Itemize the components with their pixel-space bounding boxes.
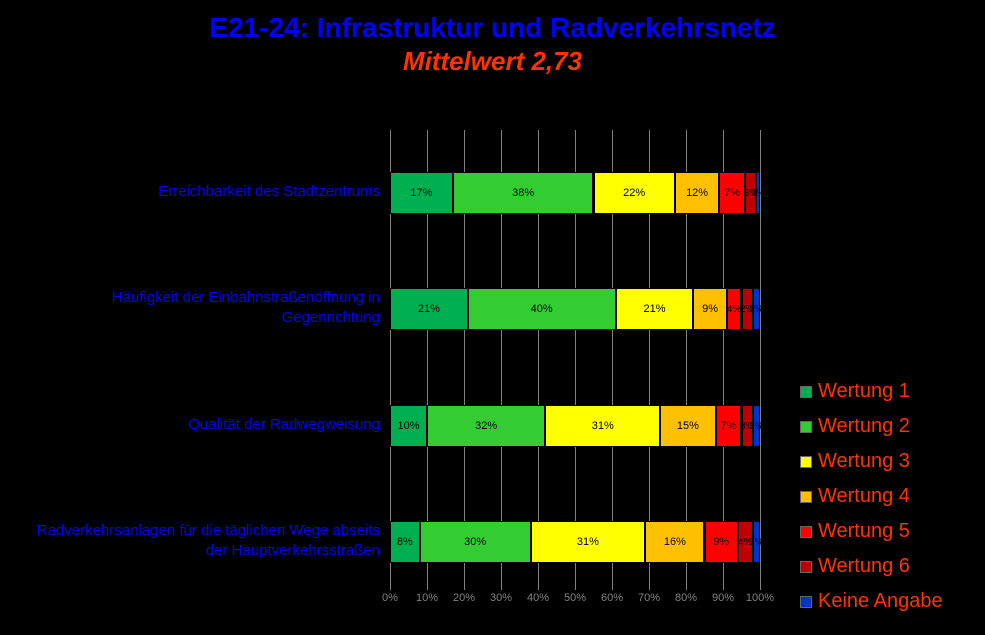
bar-segment: 9% [705,521,738,563]
legend-label: Wertung 6 [818,555,910,578]
x-tick-label: 90% [712,592,734,604]
bar-segment: 38% [453,172,594,214]
x-tick-label: 80% [675,592,697,604]
x-tick-label: 100% [746,592,774,604]
x-tick-label: 0% [382,592,398,604]
chart-area: 17%38%22%12%7%3%2%21%40%21%9%4%2%2%10%32… [0,130,985,610]
bar-segment: 31% [545,405,660,447]
x-axis: 0%10%20%30%40%50%60%70%80%90%100% [390,592,760,612]
grid-line [760,130,761,590]
bar-segment: 2% [753,405,760,447]
legend-label: Keine Angabe [818,590,943,613]
bar-segment: 10% [390,405,427,447]
legend-swatch [800,386,812,398]
bar-value-label: 2% [749,304,763,315]
legend-swatch [800,491,812,503]
legend-swatch [800,456,812,468]
legend-label: Wertung 1 [818,380,910,403]
x-tick-label: 60% [601,592,623,604]
legend-swatch [800,596,812,608]
legend-item: Keine Angabe [800,590,943,613]
bar-segment: 31% [531,521,646,563]
bar-value-label: 2% [749,537,763,548]
bar-segment: 21% [616,288,694,330]
chart-subtitle: Mittelwert 2,73 [0,46,985,77]
chart-title: E21-24: Infrastruktur und Radverkehrsnet… [0,0,985,44]
legend-item: Wertung 6 [800,555,943,578]
legend-swatch [800,421,812,433]
bar-row: 17%38%22%12%7%3%2% [390,172,760,214]
x-tick-label: 20% [453,592,475,604]
legend-swatch [800,526,812,538]
category-label: Qualität der Radwegweisung [15,415,380,435]
bar-segment: 21% [390,288,468,330]
x-tick-label: 50% [564,592,586,604]
legend-item: Wertung 3 [800,450,943,473]
bar-segment: 17% [390,172,453,214]
legend-item: Wertung 4 [800,485,943,508]
bar-segment: 7% [716,405,742,447]
bar-segment: 8% [390,521,420,563]
bar-row: 21%40%21%9%4%2%2% [390,288,760,330]
category-label: Erreichbarkeit des Stadtzentrums [15,182,380,202]
legend-item: Wertung 2 [800,415,943,438]
legend-swatch [800,561,812,573]
legend-label: Wertung 5 [818,520,910,543]
category-label: Häufigkeit der Einbahnstraßenöffnung in … [15,288,380,327]
category-label: Radverkehrsanlagen für die täglichen Weg… [15,521,380,560]
bar-segment: 2% [753,288,760,330]
bar-segment: 15% [660,405,716,447]
legend-item: Wertung 5 [800,520,943,543]
legend-label: Wertung 2 [818,415,910,438]
legend-item: Wertung 1 [800,380,943,403]
bar-value-label: 2% [749,421,763,432]
bar-segment: 2% [756,172,760,214]
x-tick-label: 70% [638,592,660,604]
bar-segment: 9% [693,288,726,330]
x-tick-label: 30% [490,592,512,604]
bar-segment: 40% [468,288,616,330]
bar-segment: 12% [675,172,719,214]
bar-value-label: 2% [751,188,765,199]
bar-segment: 32% [427,405,545,447]
bar-segment: 7% [719,172,745,214]
x-tick-label: 40% [527,592,549,604]
bar-segment: 22% [594,172,675,214]
legend: Wertung 1 Wertung 2 Wertung 3 Wertung 4 Wert… [800,380,943,625]
bar-segment: 30% [420,521,531,563]
legend-label: Wertung 3 [818,450,910,473]
bar-row: 10%32%31%15%7%3%2% [390,405,760,447]
legend-label: Wertung 4 [818,485,910,508]
bar-segment: 16% [645,521,704,563]
bar-segment: 2% [753,521,760,563]
plot-area: 17%38%22%12%7%3%2%21%40%21%9%4%2%2%10%32… [390,130,760,590]
bar-row: 8%30%31%16%9%4%2% [390,521,760,563]
x-tick-label: 10% [416,592,438,604]
